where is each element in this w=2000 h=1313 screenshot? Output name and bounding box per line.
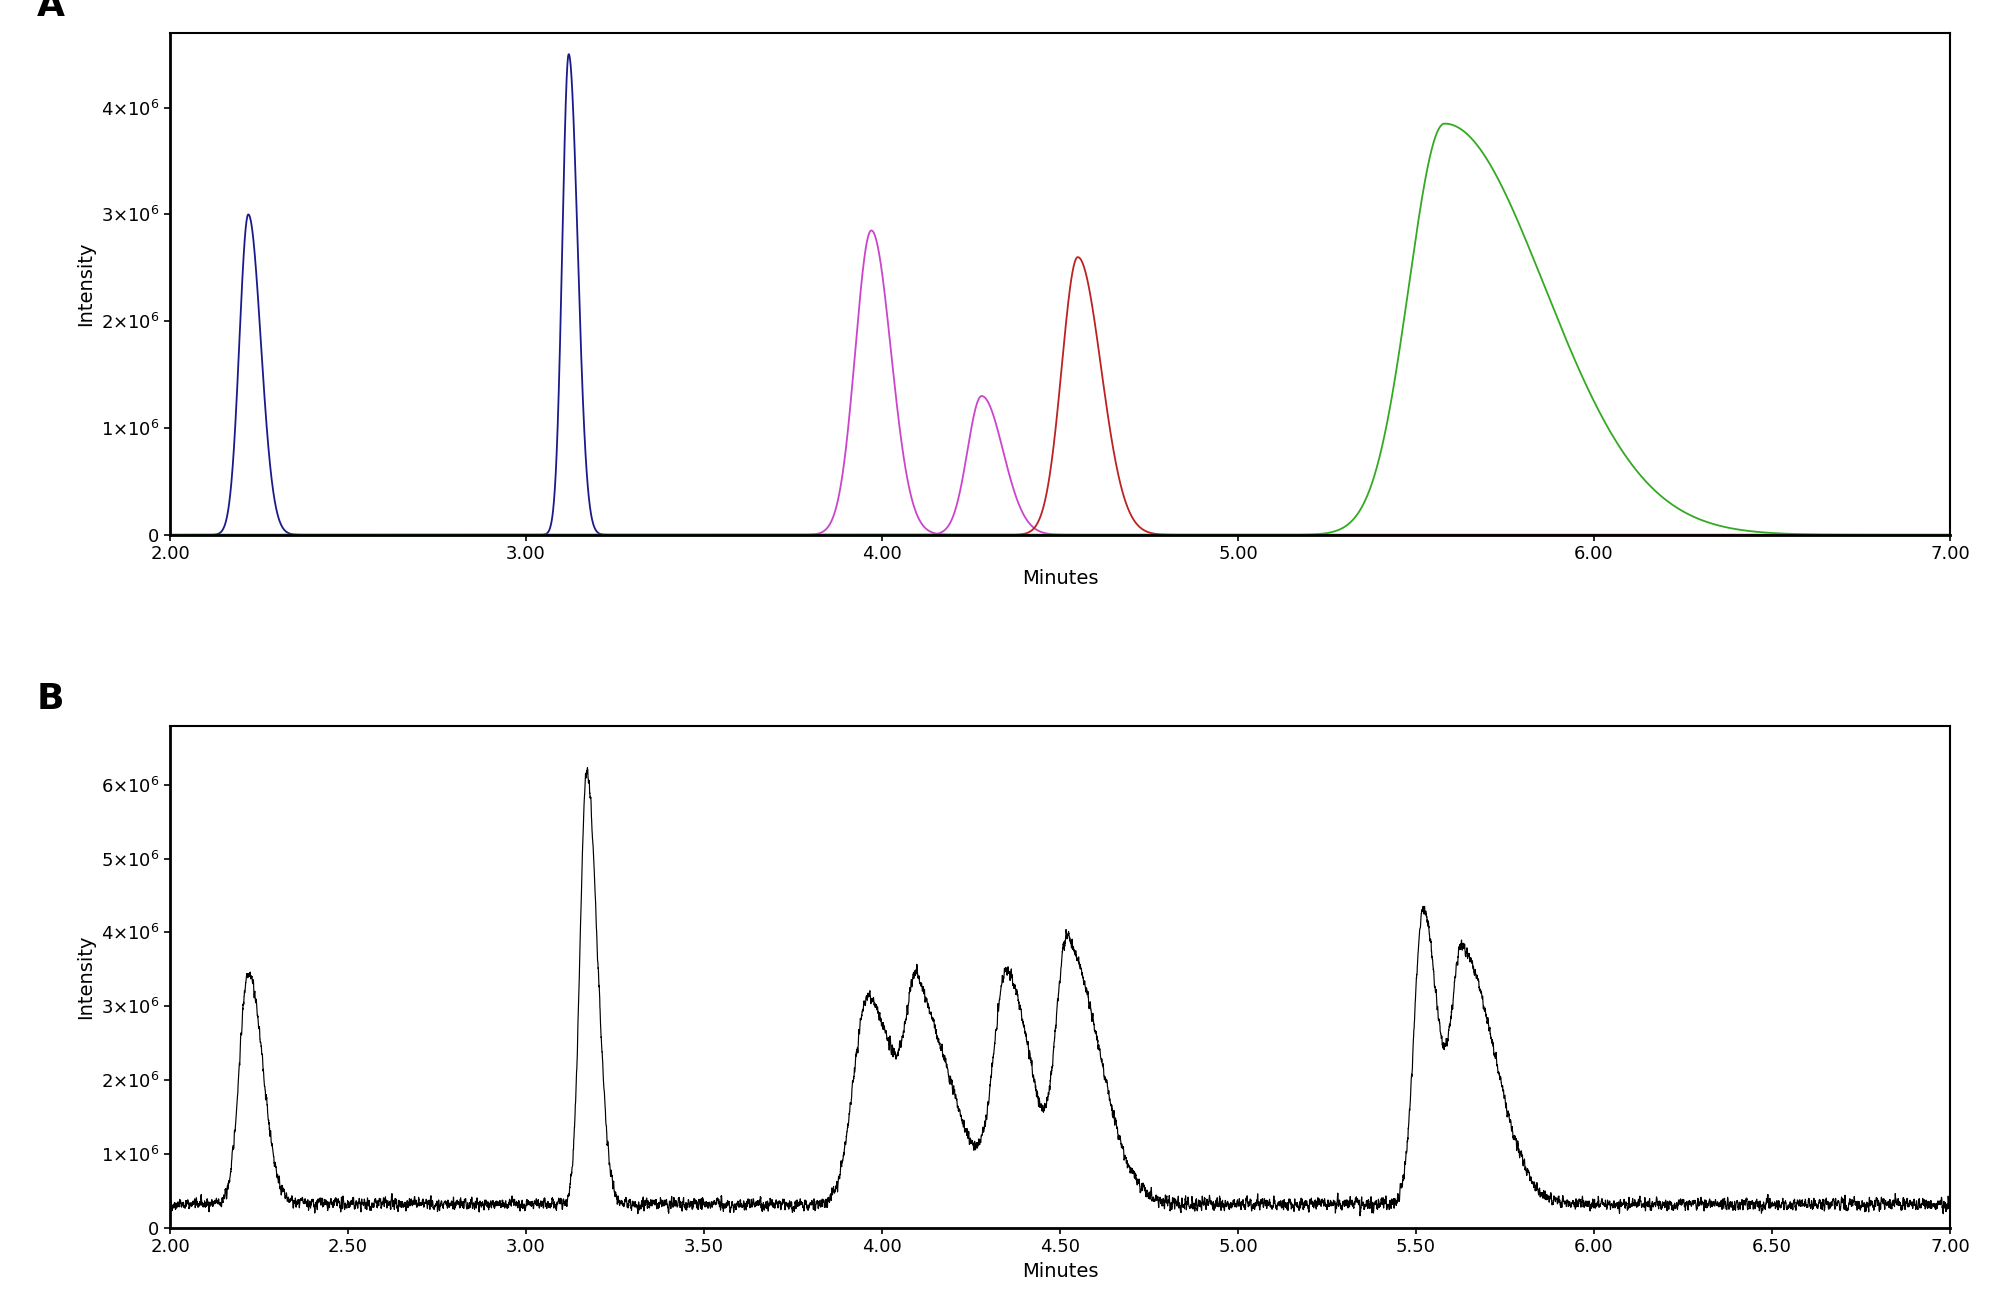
X-axis label: Minutes: Minutes [1022, 569, 1098, 588]
Text: A: A [36, 0, 64, 22]
Y-axis label: Intensity: Intensity [76, 242, 96, 326]
Text: B: B [36, 681, 64, 716]
Y-axis label: Intensity: Intensity [76, 935, 96, 1019]
X-axis label: Minutes: Minutes [1022, 1262, 1098, 1280]
